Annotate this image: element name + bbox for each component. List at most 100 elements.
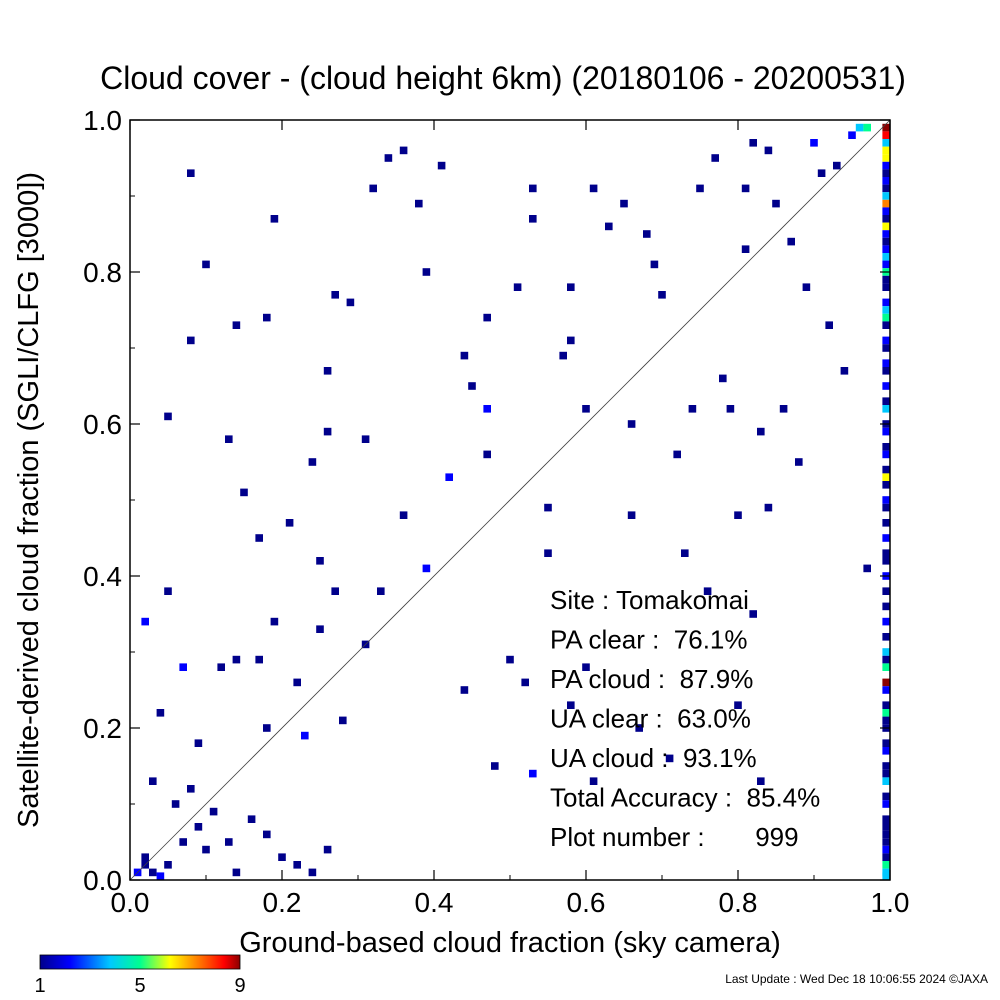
heatmap-edge-cell xyxy=(882,602,890,611)
heatmap-edge-cell xyxy=(882,230,890,238)
heatmap-edge-cell xyxy=(882,549,890,557)
heatmap-cell xyxy=(270,215,279,223)
heatmap-edge-cell xyxy=(882,336,890,345)
heatmap-cell xyxy=(194,739,203,747)
heatmap-edge-cell xyxy=(882,838,890,846)
heatmap-cell xyxy=(179,663,187,671)
heatmap-edge-cell xyxy=(882,739,890,747)
heatmap-edge-cell xyxy=(882,815,890,823)
heatmap-cell xyxy=(270,617,279,626)
heatmap-cell xyxy=(643,230,651,238)
colorbar-ticks: 1 5 9 xyxy=(34,975,245,997)
heatmap-cell xyxy=(741,245,750,253)
heatmap-edge-cell xyxy=(882,154,890,162)
heatmap-edge-cell xyxy=(882,769,890,778)
heatmap-cell xyxy=(460,351,469,360)
heatmap-cell xyxy=(863,564,871,573)
heatmap-cell xyxy=(194,823,203,831)
heatmap-cell xyxy=(749,139,757,147)
x-axis-label: Ground-based cloud fraction (sky camera) xyxy=(239,927,781,959)
heatmap-edge-cell xyxy=(882,283,890,291)
heatmap-cell xyxy=(764,146,773,155)
heatmap-cell xyxy=(316,625,324,633)
heatmap-cell xyxy=(301,731,309,740)
heatmap-edge-cell xyxy=(882,382,890,390)
heatmap-cell xyxy=(582,663,590,671)
heatmap-cell xyxy=(331,291,339,299)
heatmap-cell xyxy=(156,872,165,880)
heatmap-cell xyxy=(369,184,377,193)
heatmap-edge-cell xyxy=(882,617,890,626)
heatmap-cell xyxy=(749,610,757,618)
ua-cloud-stat: UA cloud : 93.1% xyxy=(550,743,757,773)
heatmap-cell xyxy=(225,838,233,846)
heatmap-cell xyxy=(665,754,674,763)
x-tick-label: 1.0 xyxy=(871,887,910,918)
heatmap-edge-cell xyxy=(882,443,890,451)
heatmap-cell xyxy=(187,169,195,177)
heatmap-cell xyxy=(734,511,742,519)
y-tick-label: 0.4 xyxy=(83,561,122,592)
heatmap-edge-cell xyxy=(882,762,890,770)
heatmap-cell xyxy=(650,260,659,269)
heatmap-edge-cell xyxy=(882,184,890,193)
heatmap-edge-cell xyxy=(882,777,890,785)
site-label: Site : Tomakomai xyxy=(550,585,749,615)
heatmap-cell xyxy=(361,435,370,443)
heatmap-cell xyxy=(589,777,598,785)
heatmap-edge-cell xyxy=(882,709,890,717)
heatmap-edge-cell xyxy=(882,686,890,694)
heatmap-cell xyxy=(141,617,149,626)
heatmap-edge-cell xyxy=(882,427,890,436)
heatmap-edge-cell xyxy=(882,169,890,177)
heatmap-cell xyxy=(202,845,210,854)
heatmap-cell xyxy=(840,367,849,375)
heatmap-cell xyxy=(202,260,210,269)
heatmap-cell xyxy=(802,283,811,291)
heatmap-cell xyxy=(308,868,317,877)
heatmap-cell xyxy=(711,154,719,162)
heatmap-edge-cell xyxy=(882,131,890,139)
heatmap-cell xyxy=(848,131,856,139)
heatmap-cell xyxy=(323,427,332,436)
heatmap-edge-cell xyxy=(882,648,890,656)
colorbar-tick-label: 5 xyxy=(134,975,145,997)
heatmap-cell xyxy=(171,800,180,808)
y-tick-label: 1.0 xyxy=(83,105,122,136)
heatmap-cell xyxy=(681,549,689,557)
y-tick-label: 0.6 xyxy=(83,409,122,440)
chart-title: Cloud cover - (cloud height 6km) (201801… xyxy=(100,60,906,96)
heatmap-cell xyxy=(506,655,514,664)
heatmap-cell xyxy=(141,853,149,861)
heatmap-edge-cell xyxy=(882,207,890,215)
heatmap-cell xyxy=(673,450,681,459)
heatmap-edge-cell xyxy=(882,503,890,512)
x-tick-label: 0.0 xyxy=(111,887,150,918)
heatmap-edge-cell xyxy=(882,800,890,808)
heatmap-cell xyxy=(399,511,408,519)
heatmap-cell xyxy=(293,678,301,687)
heatmap-edge-cell xyxy=(882,344,890,352)
heatmap-cell xyxy=(263,724,271,732)
heatmap-cell xyxy=(331,587,339,595)
heatmap-cell xyxy=(483,405,491,413)
heatmap-cell xyxy=(217,663,225,671)
heatmap-edge-cell xyxy=(882,405,890,413)
heatmap-cell xyxy=(149,868,157,877)
heatmap-edge-cell xyxy=(882,146,890,155)
heatmap-cell xyxy=(468,382,476,390)
y-tick-label: 0.0 xyxy=(83,865,122,896)
heatmap-cell xyxy=(757,777,765,785)
heatmap-cell xyxy=(719,374,727,383)
colorbar-tick-label: 9 xyxy=(234,975,245,997)
y-tick-label: 0.8 xyxy=(83,257,122,288)
heatmap-cell xyxy=(263,313,271,322)
x-tick-label: 0.8 xyxy=(719,887,758,918)
heatmap-cell xyxy=(483,450,491,459)
heatmap-cell xyxy=(567,701,575,709)
heatmap-cell xyxy=(589,184,598,193)
heatmap-cell xyxy=(308,458,317,466)
heatmap-cell xyxy=(422,564,431,573)
heatmap-cell xyxy=(627,420,636,428)
heatmap-cell xyxy=(187,336,195,345)
